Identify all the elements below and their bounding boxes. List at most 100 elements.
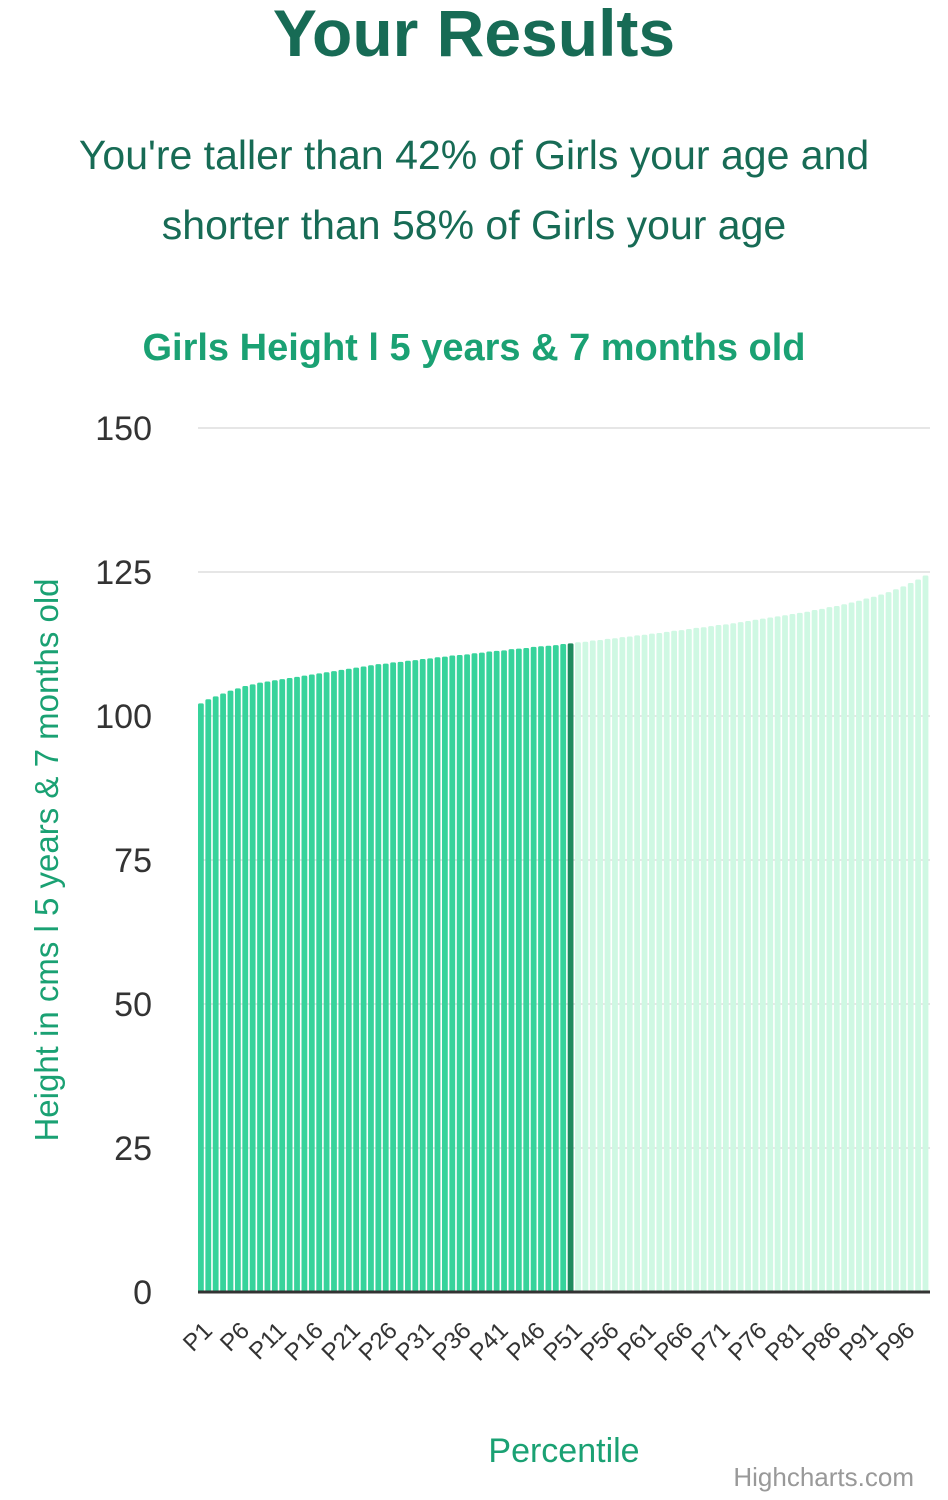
- bar-P3[interactable]: [212, 696, 219, 1292]
- bar-P71[interactable]: [715, 624, 722, 1292]
- bar-P42[interactable]: [501, 650, 507, 1292]
- bar-P58[interactable]: [619, 637, 626, 1292]
- bar-P37[interactable]: [464, 654, 470, 1292]
- bar-P72[interactable]: [722, 624, 729, 1292]
- bar-P98[interactable]: [915, 579, 921, 1292]
- bar-P17[interactable]: [316, 673, 323, 1292]
- bar-P48[interactable]: [545, 645, 552, 1292]
- bar-P34[interactable]: [442, 656, 448, 1292]
- bar-P12[interactable]: [279, 679, 286, 1292]
- bar-P83[interactable]: [804, 611, 811, 1292]
- bar-P47[interactable]: [538, 646, 544, 1292]
- bar-P27[interactable]: [390, 662, 397, 1292]
- bar-P52[interactable]: [575, 642, 581, 1292]
- bar-P68[interactable]: [693, 627, 700, 1292]
- bar-P39[interactable]: [478, 652, 485, 1292]
- bar-P66[interactable]: [678, 630, 685, 1292]
- bar-P11[interactable]: [271, 680, 278, 1292]
- bar-P20[interactable]: [338, 669, 345, 1292]
- bar-P50[interactable]: [560, 644, 567, 1292]
- bar-P60[interactable]: [634, 635, 641, 1292]
- bar-P84[interactable]: [811, 610, 818, 1292]
- bar-P59[interactable]: [626, 636, 633, 1292]
- bar-P8[interactable]: [249, 684, 256, 1292]
- bar-P87[interactable]: [833, 605, 840, 1292]
- bar-P24[interactable]: [368, 665, 374, 1292]
- bar-P70[interactable]: [708, 626, 714, 1292]
- highcharts-credits[interactable]: Highcharts.com: [733, 1462, 914, 1492]
- bar-P64[interactable]: [663, 631, 670, 1292]
- bar-P93[interactable]: [878, 594, 885, 1292]
- bar-P9[interactable]: [257, 682, 263, 1292]
- bar-P75[interactable]: [745, 620, 751, 1292]
- bar-P86[interactable]: [826, 607, 833, 1292]
- bar-P81[interactable]: [789, 614, 796, 1292]
- bar-P29[interactable]: [405, 660, 411, 1292]
- bar-P5[interactable]: [227, 690, 234, 1292]
- bar-P1[interactable]: [198, 703, 204, 1292]
- bar-P73[interactable]: [730, 623, 737, 1292]
- bar-P7[interactable]: [242, 686, 249, 1292]
- bar-P49[interactable]: [552, 645, 559, 1292]
- bar-P82[interactable]: [796, 612, 803, 1292]
- bar-P61[interactable]: [641, 634, 648, 1292]
- bar-P88[interactable]: [841, 604, 848, 1292]
- bar-P38[interactable]: [471, 653, 478, 1292]
- bar-P26[interactable]: [382, 663, 389, 1292]
- bar-P74[interactable]: [737, 622, 744, 1292]
- bar-P32[interactable]: [427, 658, 433, 1292]
- bar-P44[interactable]: [515, 648, 522, 1292]
- bar-P97[interactable]: [907, 582, 914, 1292]
- bar-P33[interactable]: [434, 657, 441, 1292]
- bar-P35[interactable]: [449, 655, 456, 1292]
- bar-P4[interactable]: [220, 693, 226, 1292]
- bar-P36[interactable]: [456, 654, 463, 1292]
- bar-P16[interactable]: [308, 674, 315, 1292]
- bar-P65[interactable]: [671, 630, 677, 1292]
- bar-P21[interactable]: [345, 668, 352, 1292]
- bar-P57[interactable]: [612, 638, 618, 1292]
- bar-P77[interactable]: [759, 618, 766, 1292]
- bar-P10[interactable]: [264, 681, 271, 1292]
- bar-P56[interactable]: [604, 638, 611, 1292]
- bar-P30[interactable]: [412, 660, 419, 1292]
- bar-P31[interactable]: [419, 658, 426, 1292]
- bar-P67[interactable]: [686, 629, 692, 1292]
- bar-P6[interactable]: [234, 688, 241, 1292]
- bar-P14[interactable]: [294, 676, 300, 1292]
- bar-P78[interactable]: [767, 617, 774, 1293]
- bar-P18[interactable]: [323, 672, 330, 1292]
- bar-P28[interactable]: [397, 661, 404, 1292]
- bar-P94[interactable]: [885, 592, 892, 1292]
- bar-P43[interactable]: [508, 649, 515, 1292]
- bar-P40[interactable]: [486, 651, 493, 1292]
- bar-P92[interactable]: [870, 596, 877, 1292]
- bar-P89[interactable]: [848, 602, 855, 1292]
- bar-P79[interactable]: [774, 616, 781, 1292]
- bar-P69[interactable]: [700, 627, 707, 1292]
- bar-P90[interactable]: [856, 600, 862, 1292]
- bar-P22[interactable]: [353, 667, 360, 1292]
- bar-P53[interactable]: [582, 641, 589, 1292]
- bar-P99[interactable]: [922, 575, 929, 1292]
- bar-P13[interactable]: [286, 677, 293, 1292]
- bar-P23[interactable]: [360, 666, 367, 1292]
- bar-P46[interactable]: [530, 646, 537, 1292]
- bar-P62[interactable]: [649, 633, 655, 1292]
- bar-P54[interactable]: [589, 640, 596, 1292]
- bar-P85[interactable]: [819, 608, 825, 1292]
- bar-P96[interactable]: [900, 586, 907, 1292]
- bar-P19[interactable]: [331, 671, 337, 1292]
- bar-P41[interactable]: [493, 650, 500, 1292]
- bar-P80[interactable]: [782, 615, 788, 1292]
- bar-P91[interactable]: [863, 598, 870, 1293]
- bar-P2[interactable]: [205, 699, 212, 1292]
- bar-P15[interactable]: [301, 675, 308, 1292]
- bar-P45[interactable]: [523, 648, 530, 1292]
- bar-P95[interactable]: [893, 589, 899, 1292]
- bar-P55[interactable]: [597, 639, 604, 1292]
- bar-P25[interactable]: [375, 664, 382, 1292]
- bar-P76[interactable]: [752, 619, 759, 1292]
- bar-P63[interactable]: [656, 633, 663, 1292]
- bar-P51[interactable]: [567, 643, 574, 1292]
